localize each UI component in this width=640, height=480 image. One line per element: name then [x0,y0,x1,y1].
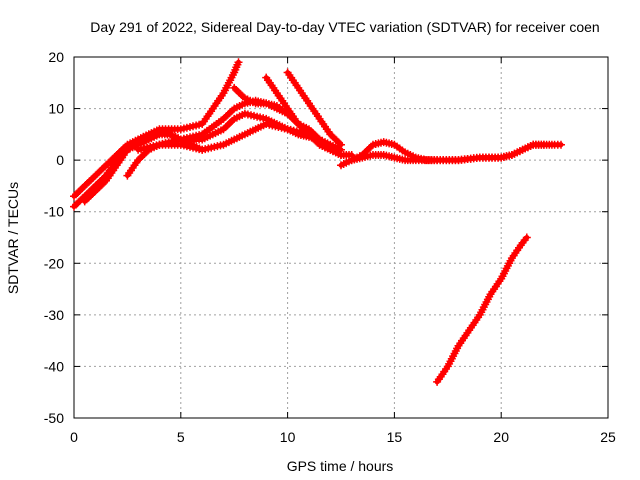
y-tick-label: 20 [48,49,64,65]
plot-frame [73,56,609,419]
series-track-8 [262,73,345,159]
data-point [557,140,565,149]
y-tick-labels: -50 -40 -30 -20 -10 0 10 20 [44,49,64,426]
data-point [337,140,345,149]
y-axis-label: SDTVAR / TECUs [5,182,21,294]
series-track-11 [347,140,565,165]
y-tick-label: -10 [44,204,64,220]
x-tick-label: 0 [70,429,78,445]
x-tick-label: 15 [387,429,403,445]
x-axis-label: GPS time / hours [287,458,394,474]
data-point [234,58,243,67]
data-point [522,233,531,242]
x-tick-label: 20 [493,429,509,445]
y-tick-label: 0 [56,152,64,168]
data-point [337,151,345,159]
y-tick-label: -50 [44,410,64,426]
x-tick-label: 10 [280,429,296,445]
series-track-9 [283,68,345,149]
series-track-3 [80,58,243,206]
y-tick-label: 10 [48,101,64,117]
y-tick-label: -40 [44,358,64,374]
x-tick-label: 5 [177,429,185,445]
chart-title: Day 291 of 2022, Sidereal Day-to-day VTE… [90,19,599,35]
series-track-12 [433,233,531,386]
plot-area [70,58,565,386]
axes [73,56,609,419]
x-tick-label: 25 [600,429,616,445]
y-tick-label: -20 [44,255,64,271]
y-tick-label: -30 [44,307,64,323]
x-tick-labels: 0 5 10 15 20 25 [70,429,616,445]
